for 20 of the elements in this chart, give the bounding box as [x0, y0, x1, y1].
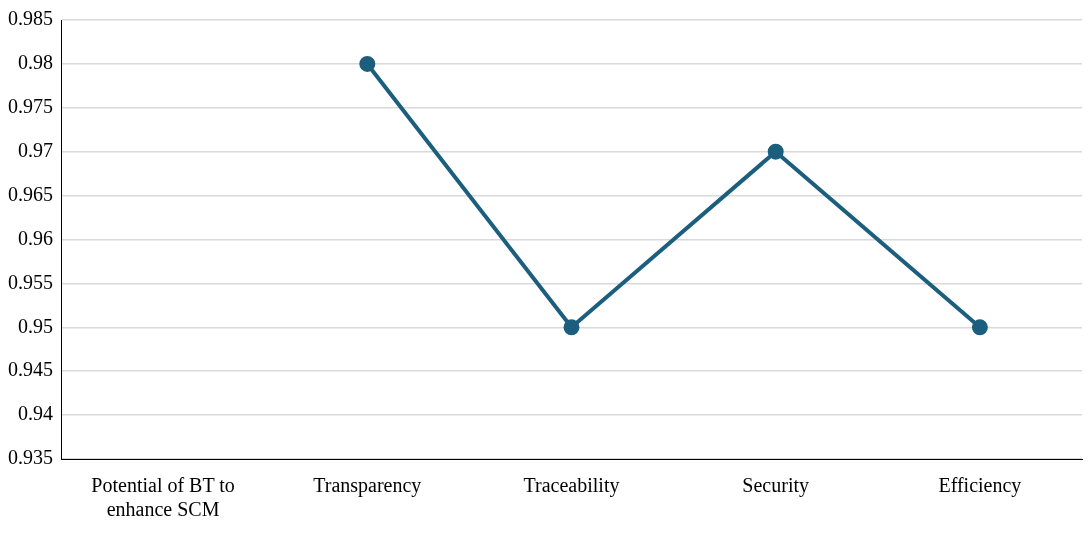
y-tick-label: 0.95	[18, 314, 53, 337]
y-tick-label: 0.935	[8, 446, 53, 469]
x-tick-label: Security	[742, 474, 810, 498]
x-tick-label: Transparency	[313, 474, 422, 498]
point	[767, 143, 784, 160]
y-tick-label: 0.975	[8, 95, 53, 118]
y-tick-label: 0.98	[18, 51, 53, 74]
point	[971, 319, 988, 336]
x-tick-label: Traceability	[523, 474, 620, 498]
point	[359, 55, 376, 72]
x-tick-label: Potential of BT to enhance SCM	[91, 474, 235, 521]
y-tick-label: 0.965	[8, 182, 53, 205]
x-tick-label: Efficiency	[938, 474, 1022, 498]
y-tick-label: 0.97	[18, 138, 53, 161]
y-tick-label: 0.94	[18, 402, 53, 425]
y-tick-label: 0.96	[18, 226, 53, 249]
y-tick-label: 0.955	[8, 270, 53, 293]
y-tick-label: 0.945	[8, 358, 53, 381]
point	[563, 319, 580, 336]
y-tick-label: 0.985	[8, 7, 53, 30]
